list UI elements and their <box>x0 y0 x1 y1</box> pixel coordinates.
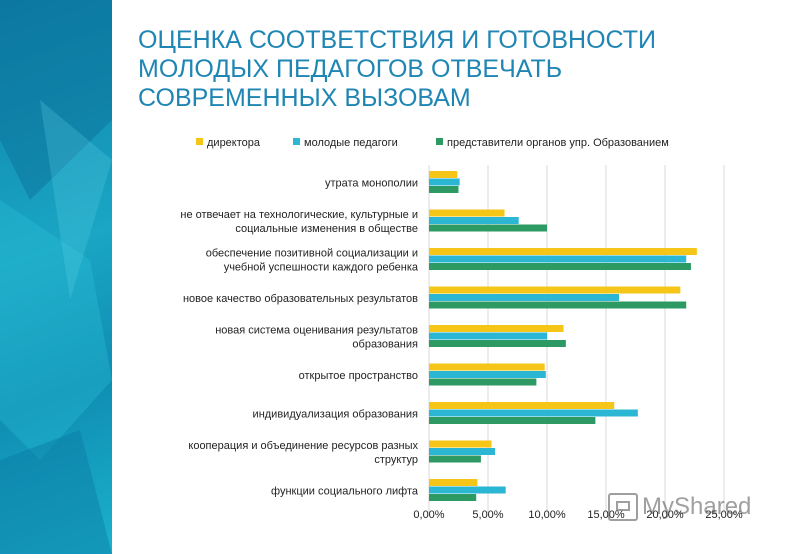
bar <box>429 363 545 371</box>
side-panel-pattern <box>0 0 112 554</box>
title-line-1: ОЦЕНКА СООТВЕТСТВИЯ И ГОТОВНОСТИ <box>138 26 657 54</box>
bar <box>429 325 564 332</box>
category-label: новая система оценивания результатов <box>215 324 418 336</box>
bar <box>429 301 687 309</box>
bar <box>429 263 691 270</box>
legend-label: представители органов упр. Образованием <box>447 137 669 149</box>
legend-label: директора <box>207 137 261 149</box>
x-tick-label: 0,00% <box>413 509 444 521</box>
legend-swatch <box>196 138 203 145</box>
watermark-text: MyShared <box>642 493 752 520</box>
bar <box>429 448 496 455</box>
bar <box>429 371 546 378</box>
bar <box>429 340 566 347</box>
bar <box>429 186 459 193</box>
bar <box>429 402 615 409</box>
bar <box>429 440 492 448</box>
category-label: обеспечение позитивной социализации и <box>206 247 418 259</box>
category-label: учебной успешности каждого ребенка <box>224 261 419 273</box>
watermark: MyShared <box>608 490 751 524</box>
bar <box>429 455 481 463</box>
x-tick-label: 15,00% <box>587 509 625 521</box>
bar <box>429 178 460 186</box>
bar <box>429 171 458 178</box>
bar <box>429 209 505 217</box>
category-label: не отвечает на технологические, культурн… <box>180 209 418 221</box>
legend-swatch <box>436 138 443 145</box>
category-label: структур <box>374 454 418 466</box>
legend-label: молодые педагоги <box>304 137 398 149</box>
decorative-side-panel <box>0 0 112 554</box>
bar <box>429 224 547 232</box>
bar <box>429 255 687 263</box>
title-line-2: МОЛОДЫХ ПЕДАГОГОВ ОТВЕЧАТЬ <box>138 55 563 83</box>
title-line-3: СОВРЕМЕННЫХ ВЫЗОВАМ <box>138 84 471 112</box>
x-tick-label: 20,00% <box>646 509 684 521</box>
bar <box>429 217 519 224</box>
category-label: кооперация и объединение ресурсов разных <box>188 440 418 452</box>
bar <box>429 409 638 417</box>
category-label: функции социального лифта <box>271 485 419 497</box>
bar <box>429 486 506 494</box>
bar <box>429 332 547 340</box>
bar <box>429 294 619 301</box>
category-label: образования <box>352 338 418 350</box>
bar <box>429 417 596 424</box>
category-label: новое качество образовательных результат… <box>183 293 418 305</box>
slide-title: ОЦЕНКА СООТВЕТСТВИЯ И ГОТОВНОСТИ МОЛОДЫХ… <box>138 26 758 113</box>
legend-swatch <box>293 138 300 145</box>
bar <box>429 494 477 501</box>
category-label: индивидуализация образования <box>253 408 418 420</box>
category-label: открытое пространство <box>299 370 418 382</box>
presentation-icon <box>608 493 638 521</box>
category-label: социальные изменения в обществе <box>235 223 418 235</box>
bar <box>429 479 478 486</box>
bar <box>429 378 537 386</box>
x-tick-label: 5,00% <box>472 509 503 521</box>
bar <box>429 286 681 294</box>
bar <box>429 248 697 255</box>
x-tick-label: 10,00% <box>528 509 566 521</box>
category-label: утрата монополии <box>325 177 418 189</box>
x-tick-label: 25,00% <box>705 509 743 521</box>
